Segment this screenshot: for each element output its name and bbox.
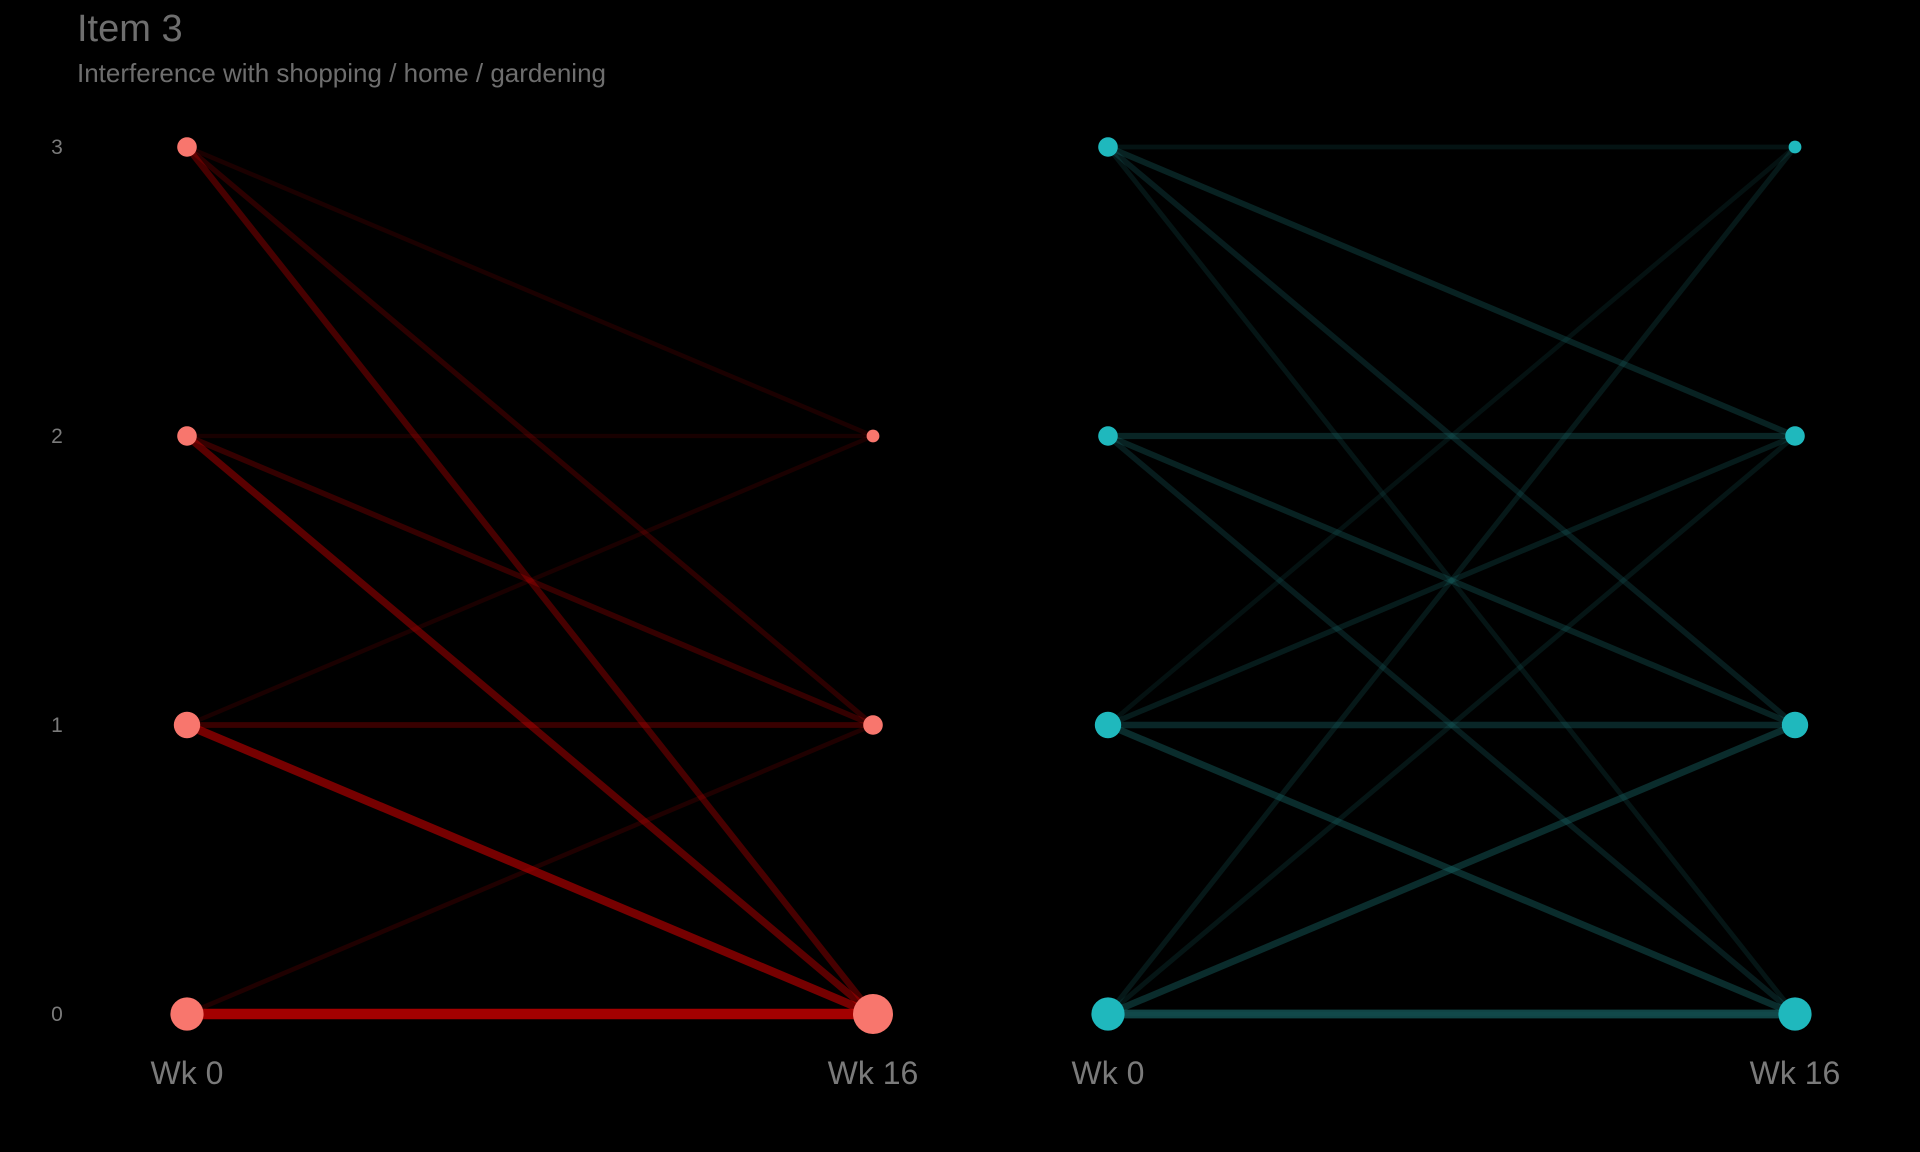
transition-line (1105, 144, 1798, 1017)
transition-line (1104, 721, 1799, 1018)
transition-line (1105, 144, 1798, 439)
transition-line (184, 433, 876, 728)
data-point (853, 994, 893, 1034)
data-point (173, 711, 201, 739)
y-axis: 0 1 2 3 (51, 136, 63, 1026)
transition-line (1105, 144, 1798, 728)
transition-line (1105, 433, 1798, 728)
data-point (1094, 711, 1122, 739)
transition-line (184, 144, 876, 439)
transition-line (184, 433, 876, 728)
transition-line (1105, 144, 1798, 728)
y-tick-label: 0 (51, 1003, 63, 1026)
data-point (1785, 426, 1805, 446)
transition-line (183, 432, 877, 1018)
y-tick-label: 1 (51, 714, 63, 737)
transition-line (184, 144, 876, 728)
data-point (177, 137, 197, 157)
panel-left: Wk 0 Wk 16 (151, 137, 919, 1091)
data-point (1778, 997, 1812, 1031)
transition-line (1105, 433, 1798, 1017)
data-point (1788, 140, 1802, 154)
data-point (1781, 711, 1809, 739)
x-tick-label: Wk 0 (151, 1055, 224, 1091)
transition-line (1104, 721, 1799, 1018)
chart-title: Item 3 (77, 8, 183, 50)
chart-subtitle: Interference with shopping / home / gard… (77, 58, 607, 88)
data-point (1098, 426, 1118, 446)
x-tick-label: Wk 0 (1072, 1055, 1145, 1091)
data-point (866, 429, 880, 443)
transition-line (1105, 144, 1798, 1017)
data-point (177, 426, 197, 446)
panel-right: Wk 0 Wk 16 (1072, 137, 1841, 1091)
data-point (863, 715, 883, 735)
y-tick-label: 3 (51, 136, 63, 159)
transition-line (182, 720, 878, 1019)
transition-line (1105, 433, 1798, 728)
data-point (170, 997, 204, 1031)
x-tick-label: Wk 16 (828, 1055, 919, 1091)
y-tick-label: 2 (51, 425, 63, 448)
transition-line (1105, 433, 1798, 1017)
transition-line (183, 143, 877, 1018)
data-point (1091, 997, 1125, 1031)
x-tick-label: Wk 16 (1750, 1055, 1841, 1091)
data-point (1098, 137, 1118, 157)
